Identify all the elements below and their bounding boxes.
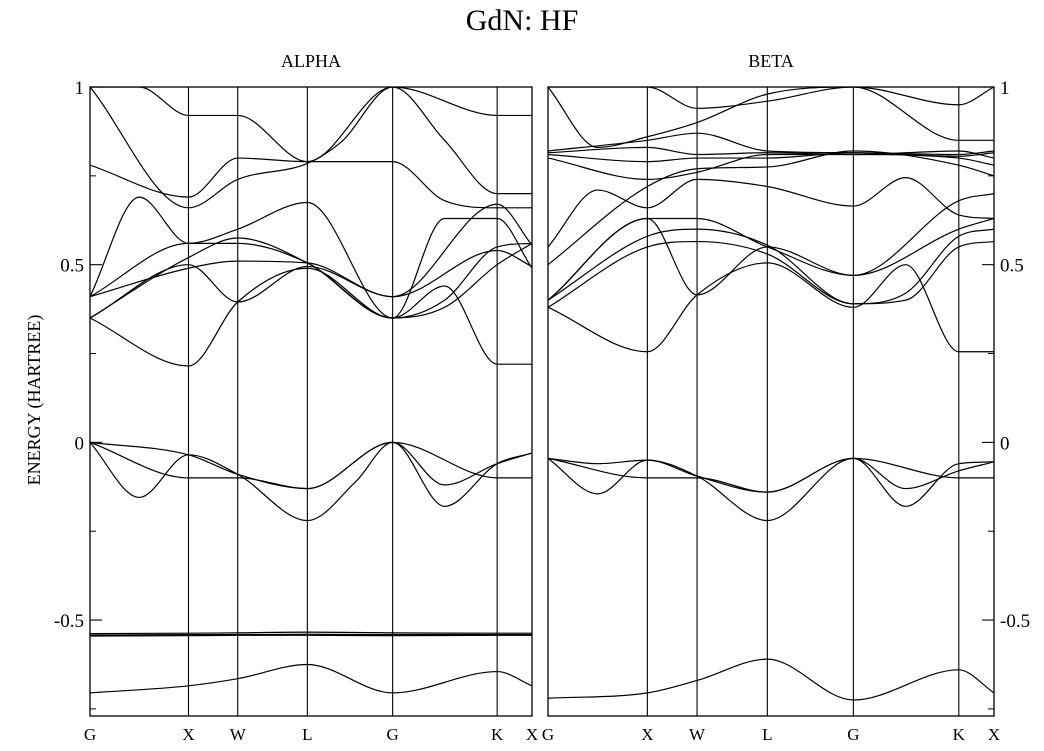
- band-line: [90, 157, 532, 209]
- band-line: [548, 146, 994, 159]
- y-tick-label: 1: [75, 78, 85, 99]
- panel-beta: BETA G X W L G K X 1 0.5 0 -0.5: [542, 51, 1030, 744]
- band-line: [90, 441, 532, 490]
- kpoint-label: G: [84, 725, 96, 744]
- y-tick-label: 0.5: [60, 256, 84, 277]
- band-line: [548, 457, 994, 522]
- kpoint-label: L: [302, 725, 312, 744]
- band-lines: [90, 87, 532, 694]
- band-line: [548, 152, 994, 163]
- band-line: [548, 87, 994, 149]
- band-line: [90, 631, 532, 635]
- band-line: [548, 457, 994, 493]
- band-line: [90, 663, 532, 694]
- kpoint-label: W: [230, 725, 247, 744]
- band-line: [548, 262, 994, 353]
- kpoint-label: W: [689, 725, 706, 744]
- band-line: [90, 203, 532, 319]
- panel-frame: [547, 86, 995, 717]
- kpoint-label: X: [182, 725, 194, 744]
- band-line: [90, 242, 532, 319]
- band-line: [548, 217, 994, 301]
- band-line: [90, 267, 532, 367]
- band-line: [90, 87, 532, 209]
- band-line: [90, 441, 532, 490]
- band-line: [90, 87, 532, 163]
- band-line: [548, 150, 994, 266]
- y-tick-label: 1: [1000, 78, 1010, 99]
- band-lines: [548, 87, 994, 701]
- band-line: [90, 634, 532, 637]
- kpoint-label: K: [491, 725, 504, 744]
- band-line: [548, 228, 994, 305]
- panel-title: BETA: [748, 51, 794, 71]
- kpoint-label: K: [953, 725, 966, 744]
- band-line: [90, 249, 532, 298]
- kpoint-label: G: [847, 725, 859, 744]
- band-line: [90, 196, 532, 319]
- band-line: [548, 193, 994, 301]
- panel-title: ALPHA: [281, 51, 341, 71]
- band-line: [548, 87, 994, 109]
- y-tick-label: 0: [1000, 433, 1010, 454]
- band-line: [548, 177, 994, 248]
- kpoint-label: X: [526, 725, 538, 744]
- band-line: [90, 441, 532, 522]
- band-line: [548, 658, 994, 701]
- kpoint-label: G: [387, 725, 399, 744]
- band-line: [548, 153, 994, 181]
- band-line: [548, 228, 994, 308]
- band-line: [90, 237, 532, 319]
- band-line: [548, 132, 994, 156]
- y-tick-label: -0.5: [54, 611, 84, 632]
- band-line: [90, 633, 532, 636]
- kpoint-label: X: [641, 725, 653, 744]
- band-line: [548, 457, 994, 495]
- y-tick-label: 0: [75, 433, 85, 454]
- y-tick-label: -0.5: [1000, 611, 1030, 632]
- kpoint-label: X: [988, 725, 1000, 744]
- kpoint-label: G: [542, 725, 554, 744]
- chart-title: GdN: HF: [466, 4, 579, 37]
- kpoint-label: L: [762, 725, 772, 744]
- y-axis-label: ENERGY (HARTREE): [24, 315, 45, 486]
- panel-alpha: ALPHA G X W L G K X 1 0.5 0 -0.5: [54, 51, 538, 744]
- panel-frame: [89, 86, 533, 717]
- y-tick-label: 0.5: [1000, 256, 1024, 277]
